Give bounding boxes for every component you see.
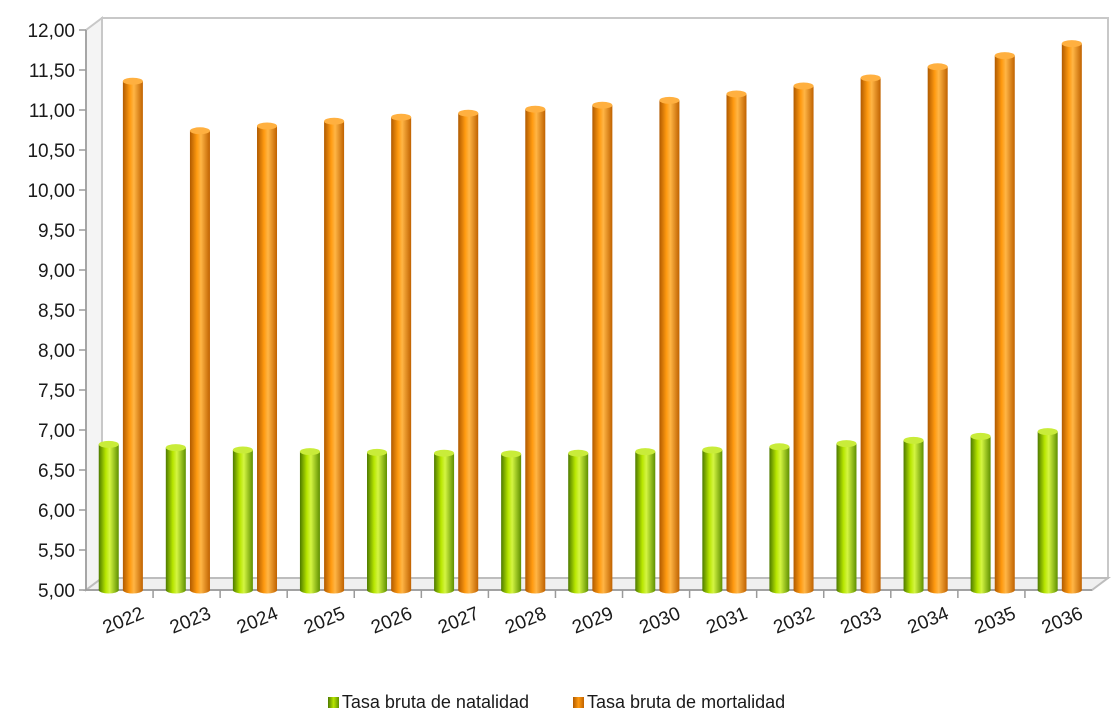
bar-natalidad-2023 [165, 444, 186, 594]
legend-item-mortalidad: Tasa bruta de mortalidad [573, 692, 785, 713]
y-tick-label: 5,50 [38, 541, 75, 562]
x-tick-label: 2031 [704, 603, 751, 638]
bar-mortalidad-2035 [994, 52, 1015, 594]
bar-natalidad-2029 [568, 449, 589, 594]
bar-mortalidad-2024 [257, 122, 278, 594]
legend-swatch-mortalidad [573, 697, 584, 708]
x-tick-label: 2030 [636, 603, 683, 638]
legend-label-natalidad: Tasa bruta de natalidad [341, 692, 529, 712]
bar-mortalidad-2031 [726, 90, 747, 594]
y-tick-label: 11,00 [29, 101, 75, 122]
bar-natalidad-2036 [1037, 428, 1058, 594]
y-tick-label: 6,00 [38, 501, 75, 522]
y-tick-label: 9,50 [38, 221, 75, 242]
y-tick-label: 6,50 [38, 461, 75, 482]
bar-mortalidad-2022 [122, 77, 143, 594]
bar-mortalidad-2028 [525, 105, 546, 594]
y-tick-label: 8,50 [38, 301, 75, 322]
x-tick-label: 2022 [100, 603, 147, 638]
x-tick-label: 2025 [301, 603, 348, 638]
y-tick-label: 7,00 [38, 421, 75, 442]
bar-mortalidad-2034 [927, 63, 948, 594]
legend-item-natalidad: Tasa bruta de natalidad [327, 692, 529, 713]
x-tick-label: 2029 [569, 603, 616, 638]
bar-mortalidad-2026 [391, 113, 412, 594]
bar-natalidad-2030 [635, 448, 656, 594]
bar-mortalidad-2025 [324, 117, 345, 594]
legend-swatch-natalidad [327, 697, 339, 708]
x-tick-label: 2034 [905, 603, 952, 638]
bar-mortalidad-2027 [458, 109, 479, 594]
bar-natalidad-2024 [232, 446, 253, 594]
x-tick-label: 2035 [972, 603, 1019, 638]
y-tick-label: 5,00 [38, 581, 75, 602]
bar-natalidad-2022 [98, 440, 119, 594]
x-tick-label: 2032 [771, 603, 818, 638]
bar-natalidad-2032 [769, 443, 790, 594]
bar-mortalidad-2033 [860, 74, 881, 594]
bar-natalidad-2026 [367, 448, 388, 594]
x-tick-label: 2033 [838, 603, 885, 638]
bar-natalidad-2035 [970, 432, 991, 594]
x-tick-label: 2026 [368, 603, 415, 638]
bar-natalidad-2028 [501, 450, 522, 594]
bar-mortalidad-2029 [592, 101, 613, 594]
x-tick-label: 2023 [167, 603, 214, 638]
bar-mortalidad-2036 [1061, 40, 1082, 594]
legend-label-mortalidad: Tasa bruta de mortalidad [587, 692, 786, 712]
bar-natalidad-2027 [434, 449, 455, 594]
bar-mortalidad-2030 [659, 96, 680, 594]
y-tick-label: 11,50 [29, 61, 75, 82]
y-tick-label: 9,00 [38, 261, 75, 282]
x-tick-label: 2036 [1039, 603, 1086, 638]
bar-natalidad-2025 [299, 448, 320, 594]
legend: Tasa bruta de natalidad Tasa bruta de mo… [0, 692, 1113, 713]
x-tick-label: 2024 [234, 603, 281, 638]
bar-mortalidad-2023 [189, 127, 210, 594]
y-tick-label: 7,50 [38, 381, 75, 402]
bar-natalidad-2033 [836, 440, 857, 594]
y-tick-label: 8,00 [38, 341, 75, 362]
x-tick-label: 2028 [502, 603, 549, 638]
y-tick-label: 12,00 [27, 21, 75, 42]
y-tick-label: 10,50 [27, 141, 75, 162]
chart-svg: 5,00 5,50 6,00 6,50 7,00 7,50 8,00 8,50 9,00 9,50… [27, 16, 1111, 639]
bar-natalidad-2031 [702, 446, 723, 594]
x-tick-label: 2027 [435, 603, 482, 638]
y-tick-label: 10,00 [27, 181, 75, 202]
bar-mortalidad-2032 [793, 82, 814, 594]
bar-natalidad-2034 [903, 436, 924, 594]
